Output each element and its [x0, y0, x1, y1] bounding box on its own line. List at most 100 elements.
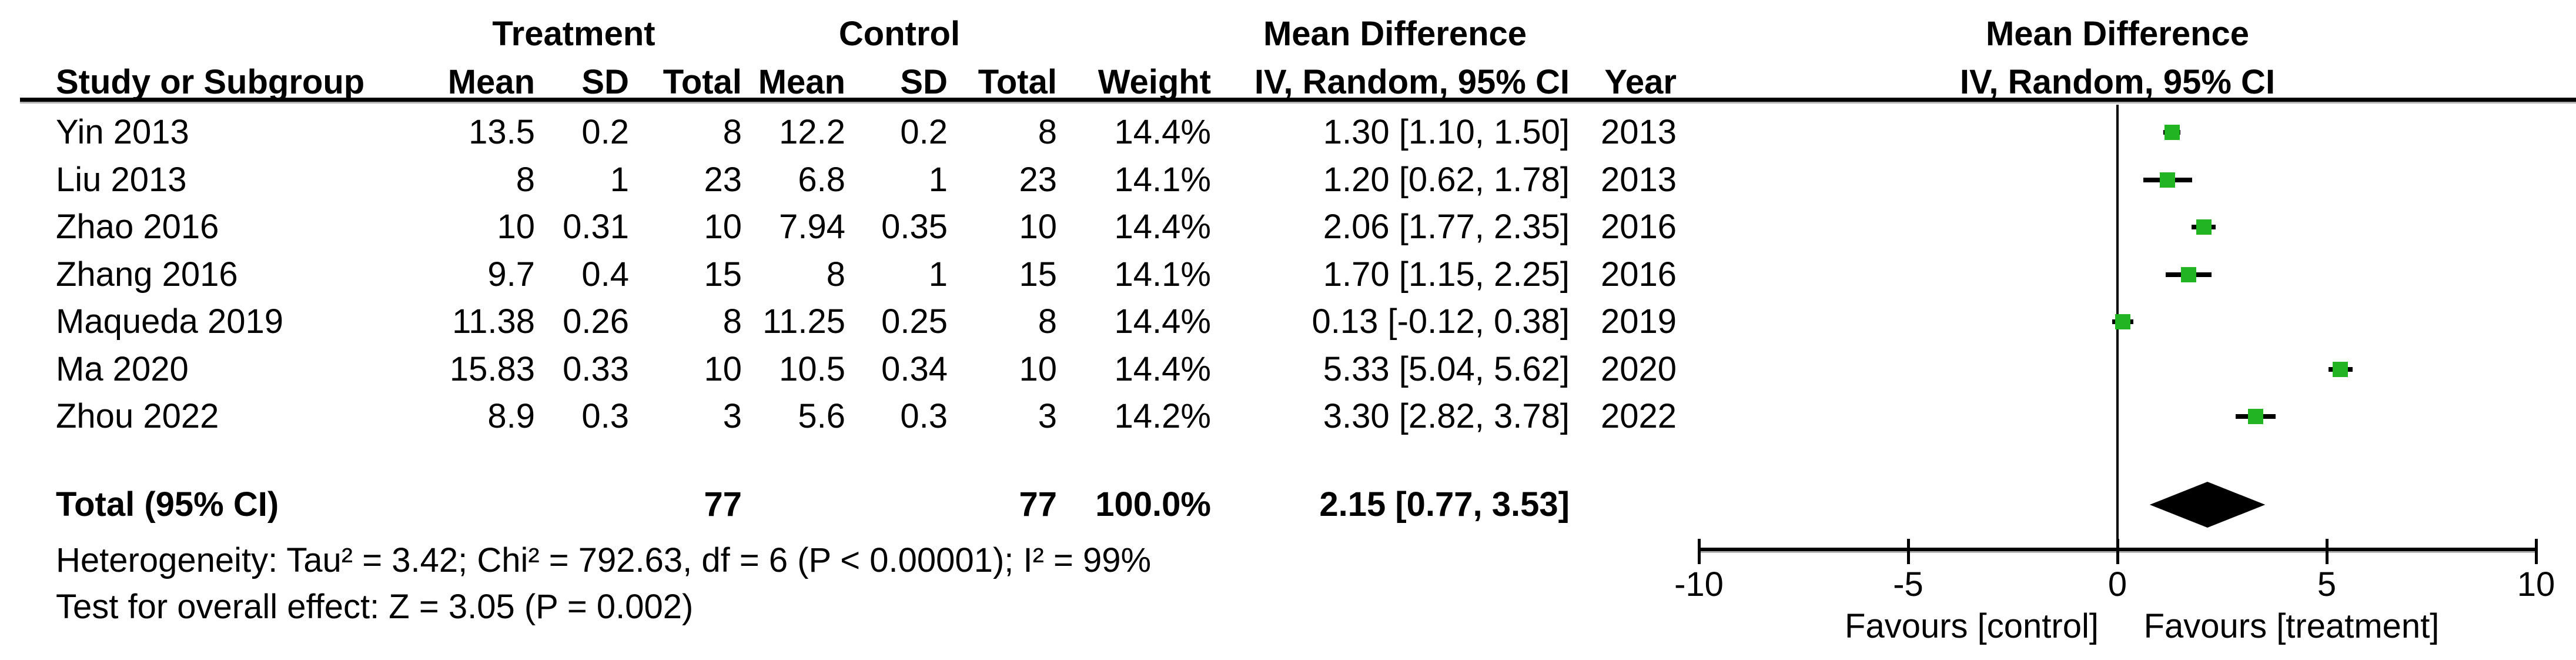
- treatment-mean: 8: [516, 160, 535, 199]
- treatment-total: 8: [722, 302, 742, 341]
- axis-tick: [2116, 539, 2119, 564]
- heterogeneity-note: Heterogeneity: Tau² = 3.42; Chi² = 792.6…: [56, 541, 1152, 579]
- study-name: Zhao 2016: [56, 208, 219, 246]
- control-sd: 0.25: [881, 302, 948, 341]
- point-estimate-square: [2181, 266, 2197, 282]
- study-ci-text: 2.06 [1.77, 2.35]: [1323, 208, 1570, 246]
- study-weight: 14.1%: [1114, 255, 1211, 294]
- control-sd: 1: [928, 255, 948, 294]
- total-control-n: 77: [1019, 485, 1057, 524]
- control-sd: 0.3: [900, 397, 948, 435]
- group-header-treatment: Treatment: [492, 15, 655, 53]
- point-estimate-square: [2160, 172, 2176, 188]
- study-weight: 14.4%: [1114, 113, 1211, 151]
- control-mean: 10.5: [779, 349, 845, 388]
- study-ci-text: 5.33 [5.04, 5.62]: [1323, 349, 1570, 388]
- treatment-sd: 0.26: [563, 302, 629, 341]
- total-label: Total (95% CI): [56, 485, 279, 524]
- plot-header-ci: IV, Random, 95% CI: [1959, 63, 2276, 101]
- column-header-ci: IV, Random, 95% CI: [1254, 63, 1570, 101]
- control-total: 15: [1019, 255, 1057, 294]
- control-mean: 6.8: [798, 160, 845, 199]
- control-sd: 0.34: [881, 349, 948, 388]
- study-year: 2016: [1600, 255, 1677, 294]
- total-ci-text: 2.15 [0.77, 3.53]: [1319, 485, 1570, 524]
- study-name: Zhang 2016: [56, 255, 238, 294]
- treatment-total: 15: [704, 255, 742, 294]
- study-year: 2019: [1600, 302, 1677, 341]
- axis-tick-label: 0: [2107, 565, 2127, 604]
- study-ci-text: 3.30 [2.82, 3.78]: [1323, 397, 1570, 435]
- overall-effect-note: Test for overall effect: Z = 3.05 (P = 0…: [56, 588, 694, 626]
- study-weight: 14.4%: [1114, 349, 1211, 388]
- control-mean: 11.25: [762, 302, 845, 341]
- control-sd: 0.35: [881, 208, 948, 246]
- treatment-sd: 0.31: [563, 208, 629, 246]
- study-ci-text: 1.30 [1.10, 1.50]: [1323, 113, 1570, 151]
- column-header-control-sd: SD: [900, 63, 948, 101]
- group-header-control: Control: [838, 15, 961, 53]
- control-mean: 12.2: [779, 113, 845, 151]
- study-ci-text: 0.13 [-0.12, 0.38]: [1312, 302, 1570, 341]
- study-year: 2013: [1600, 113, 1677, 151]
- treatment-mean: 10: [497, 208, 535, 246]
- control-sd: 0.2: [900, 113, 948, 151]
- treatment-total: 3: [722, 397, 742, 435]
- control-mean: 5.6: [798, 397, 845, 435]
- treatment-sd: 0.3: [581, 397, 629, 435]
- total-weight: 100.0%: [1095, 485, 1211, 524]
- study-name: Ma 2020: [56, 349, 189, 388]
- axis-tick-label: -5: [1893, 565, 1923, 604]
- study-name: Zhou 2022: [56, 397, 219, 435]
- treatment-mean: 9.7: [487, 255, 535, 294]
- column-header-treatment-sd: SD: [581, 63, 629, 101]
- axis-tick: [1907, 539, 1910, 564]
- study-year: 2020: [1600, 349, 1677, 388]
- study-name: Maqueda 2019: [56, 302, 283, 341]
- point-estimate-square: [2196, 219, 2212, 235]
- point-estimate-square: [2333, 361, 2348, 377]
- treatment-mean: 15.83: [449, 349, 535, 388]
- total-treatment-n: 77: [704, 485, 742, 524]
- study-name: Yin 2013: [56, 113, 189, 151]
- study-year: 2013: [1600, 160, 1677, 199]
- study-weight: 14.2%: [1114, 397, 1211, 435]
- study-year: 2022: [1600, 397, 1677, 435]
- axis-tick: [1698, 539, 1701, 564]
- study-ci-text: 1.70 [1.15, 2.25]: [1323, 255, 1570, 294]
- group-header-mean-difference: Mean Difference: [1263, 15, 1527, 53]
- control-total: 3: [1038, 397, 1057, 435]
- treatment-sd: 1: [610, 160, 629, 199]
- column-header-control-total: Total: [978, 63, 1057, 101]
- control-mean: 8: [826, 255, 845, 294]
- treatment-sd: 0.33: [563, 349, 629, 388]
- pooled-diamond: [2149, 482, 2266, 528]
- column-header-year: Year: [1604, 63, 1677, 101]
- point-estimate-square: [2115, 314, 2131, 329]
- control-total: 8: [1038, 302, 1057, 341]
- treatment-mean: 13.5: [469, 113, 535, 151]
- axis-tick: [2326, 539, 2329, 564]
- column-header-study: Study or Subgroup: [56, 63, 365, 101]
- study-weight: 14.4%: [1114, 302, 1211, 341]
- favours-right-label: Favours [treatment]: [2143, 607, 2440, 645]
- column-header-control-mean: Mean: [758, 63, 845, 101]
- treatment-sd: 0.2: [581, 113, 629, 151]
- plot-header-mean-difference: Mean Difference: [1985, 15, 2250, 53]
- axis-tick-label: -10: [1674, 565, 1724, 604]
- column-header-treatment-total: Total: [663, 63, 742, 101]
- control-total: 10: [1019, 208, 1057, 246]
- study-ci-text: 1.20 [0.62, 1.78]: [1323, 160, 1570, 199]
- study-weight: 14.4%: [1114, 208, 1211, 246]
- study-name: Liu 2013: [56, 160, 187, 199]
- header-rule: [20, 98, 2576, 102]
- treatment-total: 10: [704, 208, 742, 246]
- treatment-total: 10: [704, 349, 742, 388]
- column-header-treatment-mean: Mean: [447, 63, 535, 101]
- zero-line: [2116, 105, 2119, 564]
- favours-left-label: Favours [control]: [1845, 607, 2099, 645]
- study-year: 2016: [1600, 208, 1677, 246]
- point-estimate-square: [2247, 409, 2263, 424]
- control-total: 10: [1019, 349, 1057, 388]
